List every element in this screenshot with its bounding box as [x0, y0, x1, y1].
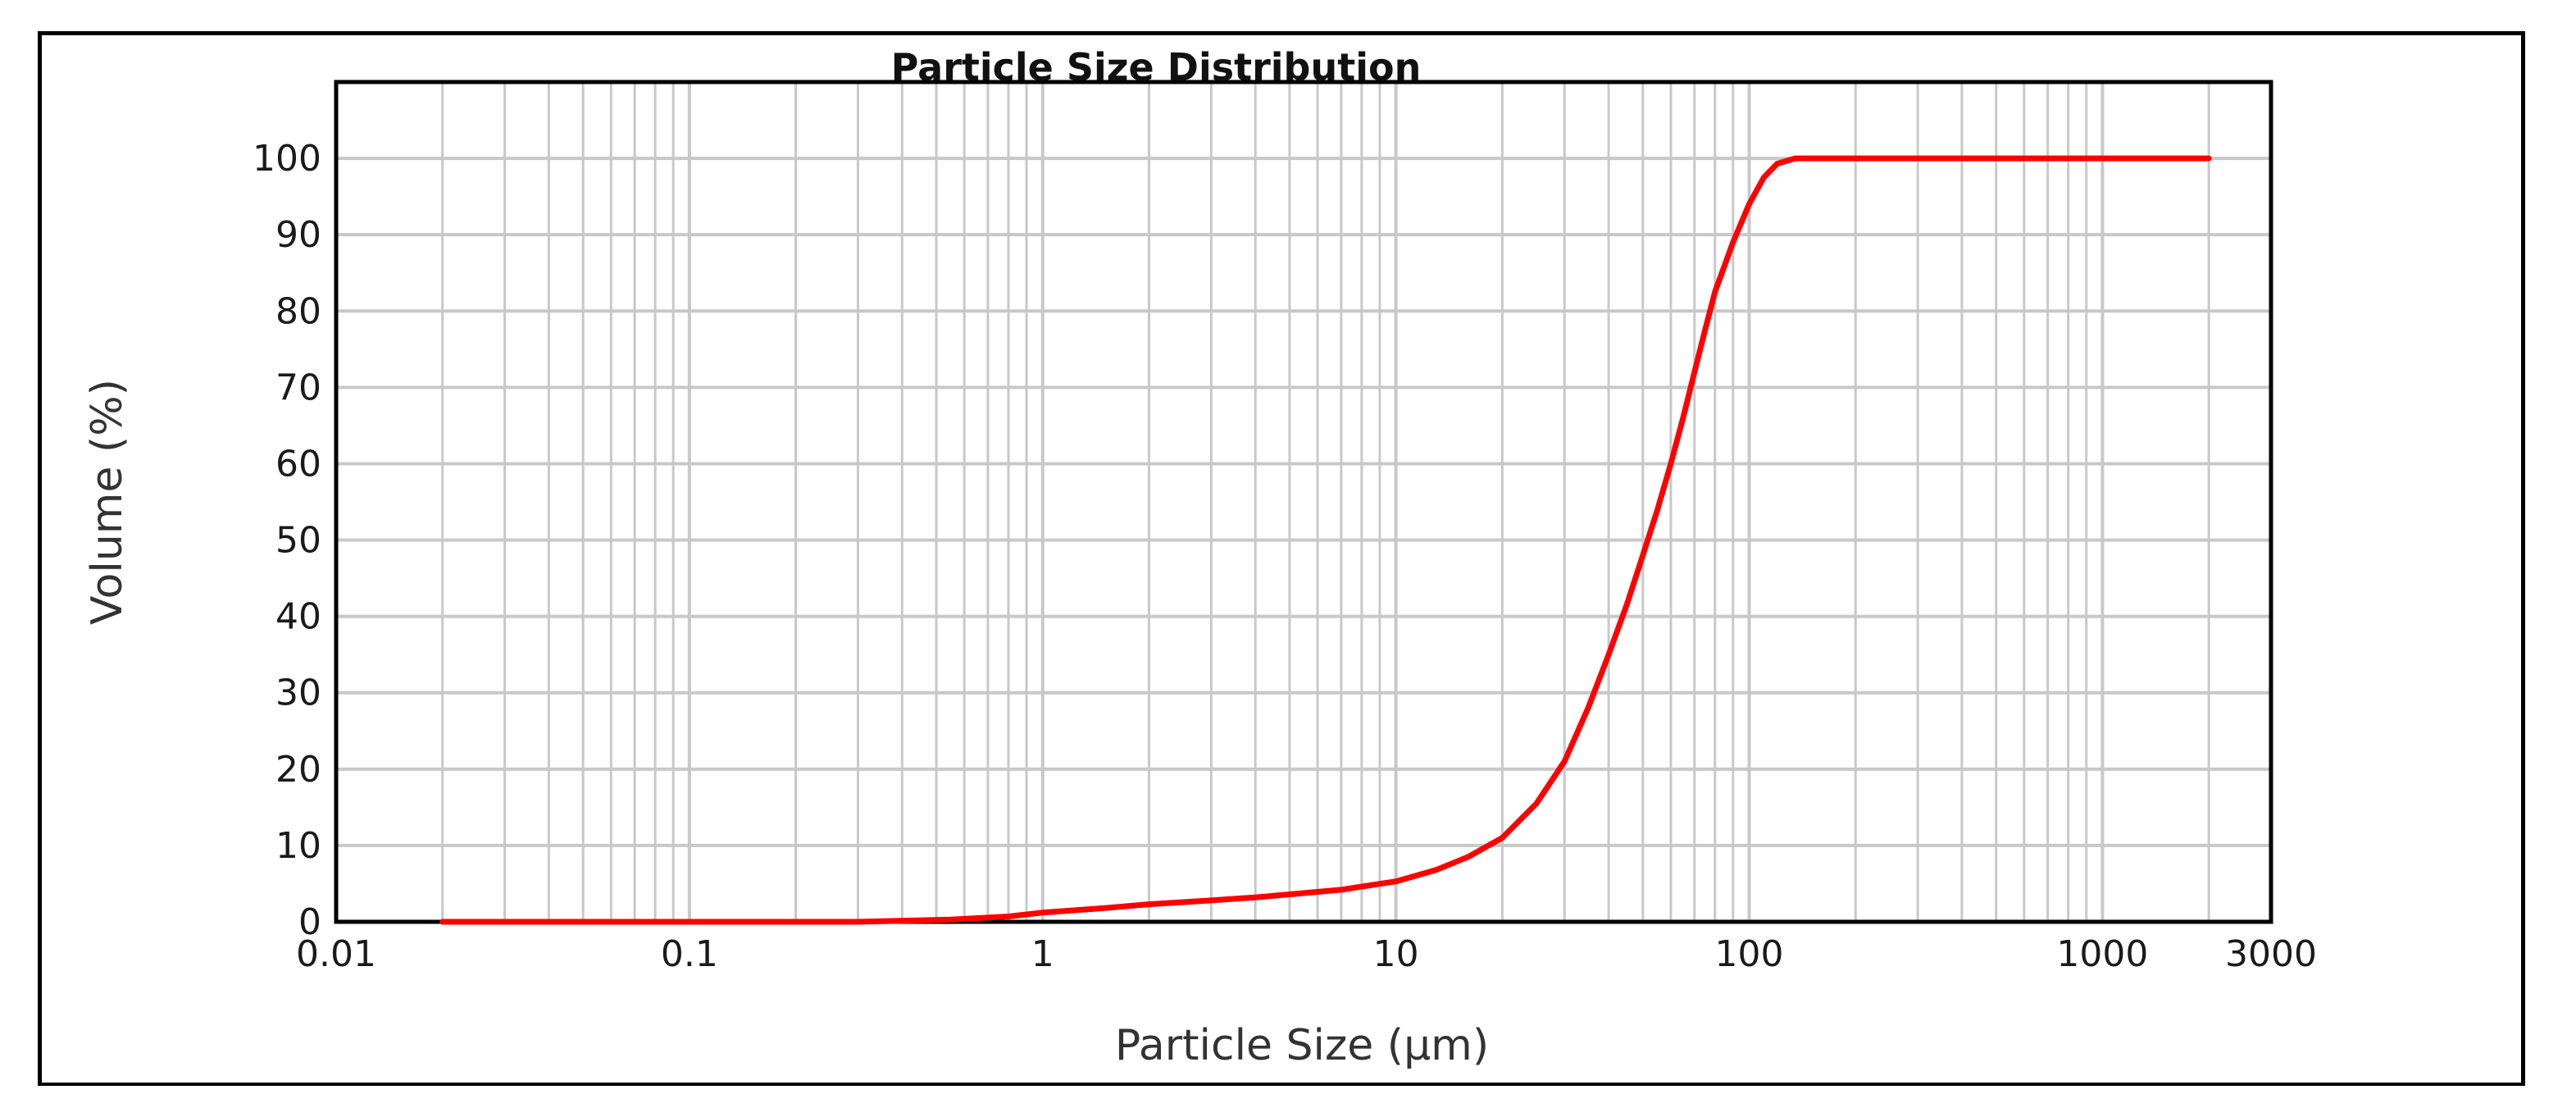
- x-tick-label: 10: [1373, 933, 1419, 975]
- y-tick-label: 50: [275, 520, 321, 562]
- x-axis-title: Particle Size (μm): [1115, 1021, 1489, 1070]
- y-tick-label: 80: [275, 290, 321, 332]
- plot-area-border: [334, 80, 2273, 924]
- chart-frame: [38, 31, 2525, 1086]
- x-tick-label: 0.01: [296, 933, 376, 975]
- y-tick-label: 60: [275, 443, 321, 485]
- x-tick-label: 3000: [2225, 933, 2317, 975]
- y-tick-label: 100: [253, 138, 321, 180]
- y-tick-label: 20: [275, 749, 321, 791]
- series-line: [439, 155, 2212, 925]
- y-tick-label: 40: [275, 596, 321, 638]
- grid: [335, 82, 2273, 923]
- series-layer: [439, 155, 2212, 925]
- y-tick-label: 10: [275, 825, 321, 867]
- x-tick-label: 0.1: [661, 933, 718, 975]
- x-tick-label: 100: [1715, 933, 1784, 975]
- y-tick-label: 30: [275, 672, 321, 714]
- y-tick-label: 0: [298, 901, 321, 943]
- y-axis-ticks: 0 10 20 30 40 50 60 70 80 90 100: [253, 138, 321, 943]
- chart-title: Particle Size Distribution: [891, 45, 1422, 89]
- x-axis-ticks: 0.01 0.1 1 10 100 1000 3000: [296, 933, 2317, 975]
- y-axis-title: Volume (%): [83, 379, 132, 625]
- y-tick-label: 70: [275, 367, 321, 408]
- y-tick-label: 90: [275, 214, 321, 256]
- x-tick-label: 1: [1031, 933, 1054, 975]
- x-tick-label: 1000: [2056, 933, 2148, 975]
